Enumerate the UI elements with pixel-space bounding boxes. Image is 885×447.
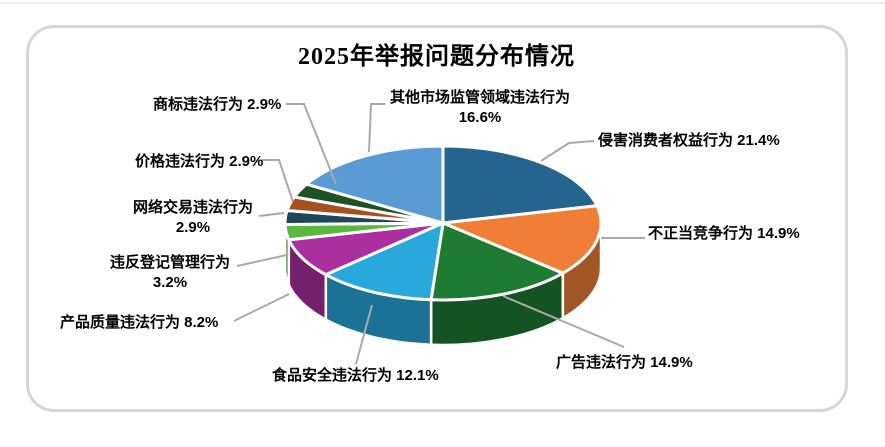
slice-label-advertising: 广告违法行为 14.9% (556, 354, 693, 371)
slice-label-unfair-competition: 不正当竞争行为 14.9% (648, 225, 800, 242)
leader-line-4 (233, 293, 290, 322)
leader-line-9 (368, 103, 385, 153)
leader-line-8 (286, 103, 337, 185)
slice-label-product-quality: 产品质量违法行为 8.2% (60, 314, 219, 331)
chart-title: 2025年举报问题分布情况 (298, 44, 575, 70)
leader-line-2 (502, 295, 625, 348)
slice-label-pricing: 价格违法行为 2.9% (135, 153, 264, 170)
leader-line-5 (236, 254, 288, 267)
page-top-divider (0, 2, 885, 4)
leader-line-0 (540, 140, 595, 162)
pie-slice-0 (441, 144, 599, 225)
leader-line-3 (355, 304, 373, 365)
pie-slice-1 (441, 204, 603, 275)
leader-line-7 (262, 159, 294, 203)
leader-line-6 (258, 212, 285, 217)
slice-label-other-market: 其他市场监管领域违法行为 16.6% (389, 89, 570, 126)
pie-slice-9 (305, 144, 445, 225)
slice-label-food-safety: 食品安全违法行为 12.1% (272, 367, 439, 384)
slice-label-trademark: 商标违法行为 2.9% (153, 96, 282, 113)
slice-label-online-trade: 网络交易违法行为 2.9% (132, 199, 253, 236)
pie-slice-2 (429, 221, 565, 302)
pie-slice-3 (324, 221, 445, 302)
slice-label-registration: 违反登记管理行为 3.2% (109, 254, 230, 291)
slice-label-consumer-rights: 侵害消费者权益行为 21.4% (598, 132, 780, 149)
